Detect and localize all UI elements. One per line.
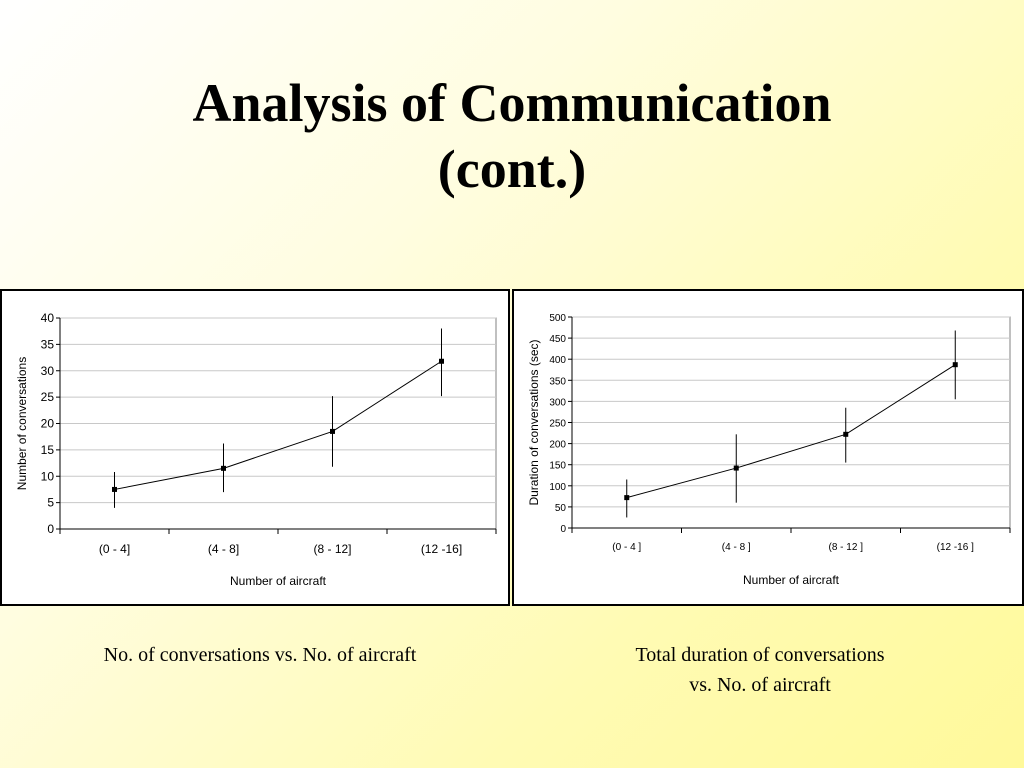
y-tick-label: 450 <box>549 334 566 345</box>
x-tick-label: (4 - 8] <box>208 542 239 556</box>
x-tick-label: (4 - 8 ] <box>722 542 751 553</box>
data-point <box>843 431 849 437</box>
y-tick-label: 50 <box>555 503 567 514</box>
slide-title-line-2: (cont.) <box>437 139 587 199</box>
y-tick-label: 30 <box>41 364 55 378</box>
y-tick-label: 15 <box>41 443 55 457</box>
conversations-chart-frame: 0 5 10 15 20 25 30 35 40 (0 - 4] (4 - 8] (8 - 12] (1… <box>0 289 510 606</box>
conversations-chart: 0 5 10 15 20 25 30 35 40 (0 - 4] (4 - 8] (8 - 12] (1… <box>15 311 497 588</box>
y-tick-label: 5 <box>47 496 54 510</box>
data-point <box>952 362 958 368</box>
data-point <box>221 465 226 471</box>
y-tick-label: 35 <box>41 337 55 351</box>
y-tick-label: 250 <box>549 419 566 430</box>
y-tick-label: 300 <box>549 397 566 408</box>
y-tick-label: 400 <box>549 355 566 366</box>
x-tick-label: (12 -16] <box>421 542 462 556</box>
slide-title-line-1: Analysis of Communication <box>192 73 832 133</box>
caption-left-text: No. of conversations vs. No. of aircraft <box>103 644 417 666</box>
y-tick-label: 0 <box>47 522 54 536</box>
y-tick-label: 20 <box>41 417 55 431</box>
duration-chart: 0 50 100 150 200 250 300 350 400 450 500 (0 - 4 ] (4… <box>527 313 1011 587</box>
x-tick-label: (8 - 12 ] <box>829 542 864 553</box>
y-tick-label: 500 <box>549 313 566 324</box>
data-point <box>112 486 117 492</box>
x-tick-label: (0 - 4] <box>99 542 130 556</box>
data-point <box>330 428 335 434</box>
y-axis-label: Number of conversations <box>15 357 29 490</box>
x-axis-label: Number of aircraft <box>230 574 327 588</box>
caption-right-line-2: vs. No. of aircraft <box>689 674 831 696</box>
y-tick-label: 150 <box>549 461 566 472</box>
series-line <box>626 364 956 499</box>
x-tick-label: (12 -16 ] <box>937 542 974 553</box>
duration-chart-caption: Total duration of conversations vs. No. … <box>560 640 960 700</box>
y-axis-label: Duration of conversations (sec) <box>527 339 541 505</box>
y-tick-label: 0 <box>560 524 566 535</box>
y-tick-label: 350 <box>549 376 566 387</box>
y-tick-label: 100 <box>549 482 566 493</box>
data-point <box>439 358 444 364</box>
data-point <box>624 495 630 501</box>
y-tick-label: 10 <box>41 469 55 483</box>
conversations-chart-caption: No. of conversations vs. No. of aircraft <box>40 640 480 670</box>
caption-right-line-1: Total duration of conversations <box>635 644 885 666</box>
slide-title: Analysis of Communication (cont.) <box>0 70 1024 202</box>
x-tick-label: (0 - 4 ] <box>612 542 641 553</box>
y-tick-label: 40 <box>41 311 55 325</box>
x-tick-label: (8 - 12] <box>313 542 351 556</box>
series-line <box>114 360 442 490</box>
x-axis-label: Number of aircraft <box>743 573 840 587</box>
y-tick-label: 200 <box>549 440 566 451</box>
y-tick-label: 25 <box>41 390 55 404</box>
data-point <box>733 465 739 471</box>
duration-chart-frame: 0 50 100 150 200 250 300 350 400 450 500 (0 - 4 ] (4… <box>512 289 1024 606</box>
